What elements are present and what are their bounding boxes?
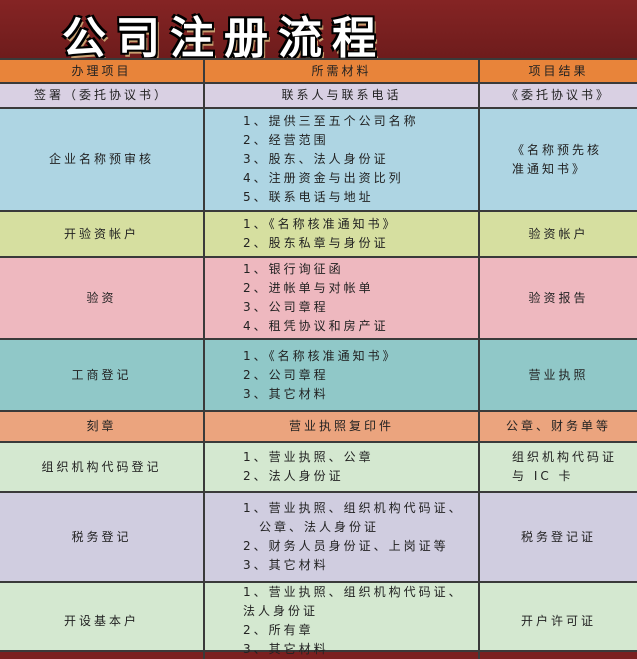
result-line: 税务登记证 xyxy=(520,529,596,544)
result-line: 验资帐户 xyxy=(528,226,589,241)
table-row: 开设基本户 1、营业执照、组织机构代码证、 法人身份证 2、所有章 3、其它材料 开户许可… xyxy=(0,583,637,659)
material-line: 联系人与联系电话 xyxy=(281,88,402,102)
result-line: 验资报告 xyxy=(528,290,589,305)
header-result: 项目结果 xyxy=(528,63,589,78)
material-line: 2、财务人员身份证、上岗证等 xyxy=(243,539,449,553)
result-line: 准通知书》 xyxy=(512,161,588,176)
step-name: 工商登记 xyxy=(0,340,205,410)
material-line: 1、《名称核准通知书》 xyxy=(243,217,398,231)
material-line: 2、所有章 xyxy=(243,623,314,637)
table-row: 企业名称预审核 1、提供三至五个公司名称 2、经营范围 3、股东、法人身份证 4、注册资… xyxy=(0,109,637,212)
result-line: 《名称预先核 xyxy=(512,142,603,157)
material-line: 3、其它材料 xyxy=(243,386,329,401)
result-cell: 验资报告 xyxy=(480,258,637,338)
materials-cell: 1、《名称核准通知书》 2、公司章程 3、其它材料 xyxy=(205,340,480,410)
result-line: 与 IC 卡 xyxy=(512,469,574,483)
material-line: 3、其它材料 xyxy=(243,558,329,572)
step-name: 刻章 xyxy=(0,412,205,441)
result-cell: 开户许可证 xyxy=(480,583,637,659)
header-item: 办理项目 xyxy=(0,60,205,82)
material-line: 公章、法人身份证 xyxy=(259,520,380,534)
result-cell: 《委托协议书》 xyxy=(480,84,637,107)
result-cell: 税务登记证 xyxy=(480,493,637,581)
material-line: 法人身份证 xyxy=(243,604,319,618)
step-name: 组织机构代码登记 xyxy=(0,443,205,491)
material-line: 5、联系电话与地址 xyxy=(243,190,374,204)
materials-cell: 联系人与联系电话 xyxy=(205,84,480,107)
table-header: 办理项目 所需材料 项目结果 xyxy=(0,60,637,84)
material-line: 2、法人身份证 xyxy=(243,469,344,483)
materials-cell: 1、营业执照、组织机构代码证、公章、法人身份证 2、财务人员身份证、上岗证等 3、其… xyxy=(205,493,480,581)
material-line: 4、租凭协议和房产证 xyxy=(243,319,389,333)
result-line: 开户许可证 xyxy=(520,613,596,628)
material-line: 1、提供三至五个公司名称 xyxy=(243,114,419,128)
materials-cell: 1、营业执照、组织机构代码证、 法人身份证 2、所有章 3、其它材料 xyxy=(205,583,480,659)
material-line: 3、股东、法人身份证 xyxy=(243,152,389,166)
materials-cell: 1、《名称核准通知书》 2、股东私章与身份证 xyxy=(205,212,480,256)
header-materials: 所需材料 xyxy=(205,60,480,82)
material-line: 4、注册资金与出资比列 xyxy=(243,171,404,185)
material-line: 3、公司章程 xyxy=(243,300,329,314)
materials-cell: 1、营业执照、公章 2、法人身份证 xyxy=(205,443,480,491)
result-line: 组织机构代码证 xyxy=(512,450,618,464)
material-line: 2、经营范围 xyxy=(243,133,329,147)
step-name: 开设基本户 xyxy=(0,583,205,659)
material-line: 2、股东私章与身份证 xyxy=(243,236,389,250)
material-line: 1、营业执照、公章 xyxy=(243,450,374,464)
step-name: 税务登记 xyxy=(0,493,205,581)
table-row: 税务登记 1、营业执照、组织机构代码证、公章、法人身份证 2、财务人员身份证、上岗证… xyxy=(0,493,637,583)
result-cell: 《名称预先核 准通知书》 xyxy=(480,109,637,210)
materials-cell: 1、银行询征函 2、进帐单与对帐单 3、公司章程 4、租凭协议和房产证 xyxy=(205,258,480,338)
table-row: 签署（委托协议书） 联系人与联系电话 《委托协议书》 xyxy=(0,84,637,109)
result-line: 《委托协议书》 xyxy=(505,88,611,102)
result-line: 营业执照 xyxy=(528,367,589,382)
material-line: 2、进帐单与对帐单 xyxy=(243,281,374,295)
material-line: 1、《名称核准通知书》 xyxy=(243,348,398,363)
material-line: 1、营业执照、组织机构代码证、 xyxy=(243,585,464,599)
table-row: 刻章 营业执照复印件 公章、财务单等 xyxy=(0,412,637,443)
page-title: 公司注册流程 xyxy=(62,13,386,64)
step-name: 签署（委托协议书） xyxy=(0,84,205,107)
title-banner: 公司注册流程 xyxy=(0,0,637,64)
result-cell: 验资帐户 xyxy=(480,212,637,256)
table-row: 验资 1、银行询征函 2、进帐单与对帐单 3、公司章程 4、租凭协议和房产证 验资报告 xyxy=(0,258,637,340)
material-line: 营业执照复印件 xyxy=(288,419,394,433)
registration-table: 办理项目 所需材料 项目结果 签署（委托协议书） 联系人与联系电话 《委托协议书》企… xyxy=(0,58,637,659)
materials-cell: 1、提供三至五个公司名称 2、经营范围 3、股东、法人身份证 4、注册资金与出资比列 5… xyxy=(205,109,480,210)
result-line: 公章、财务单等 xyxy=(505,419,611,433)
table-row: 组织机构代码登记 1、营业执照、公章 2、法人身份证 组织机构代码证与 IC 卡 xyxy=(0,443,637,493)
material-line: 1、营业执照、组织机构代码证、 xyxy=(243,501,464,515)
materials-cell: 营业执照复印件 xyxy=(205,412,480,441)
material-line: 1、银行询征函 xyxy=(243,262,344,276)
step-name: 开验资帐户 xyxy=(0,212,205,256)
table-row: 开验资帐户 1、《名称核准通知书》 2、股东私章与身份证 验资帐户 xyxy=(0,212,637,258)
result-cell: 营业执照 xyxy=(480,340,637,410)
step-name: 企业名称预审核 xyxy=(0,109,205,210)
table-row: 工商登记 1、《名称核准通知书》 2、公司章程 3、其它材料 营业执照 xyxy=(0,340,637,412)
result-cell: 组织机构代码证与 IC 卡 xyxy=(480,443,637,491)
material-line: 2、公司章程 xyxy=(243,367,329,382)
step-name: 验资 xyxy=(0,258,205,338)
result-cell: 公章、财务单等 xyxy=(480,412,637,441)
